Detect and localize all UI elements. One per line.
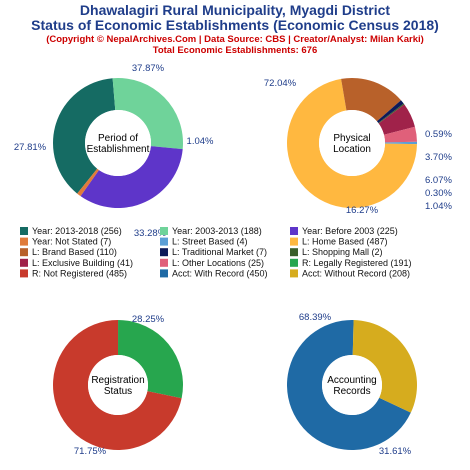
total-line: Total Economic Establishments: 676 bbox=[152, 45, 318, 56]
slice-pct-label: 6.07% bbox=[425, 175, 452, 186]
donut-hole bbox=[88, 355, 148, 415]
legend-swatch bbox=[20, 248, 28, 257]
donut-center-label: Location bbox=[333, 144, 371, 155]
legend-swatch bbox=[20, 258, 28, 267]
legend-swatch bbox=[290, 237, 298, 246]
slice-pct-label: 16.27% bbox=[346, 205, 379, 216]
legend-swatch bbox=[160, 269, 168, 278]
legend-swatch bbox=[290, 258, 298, 267]
pie-slice bbox=[52, 320, 182, 451]
slice-pct-label: 71.75% bbox=[74, 446, 107, 457]
legend-label: R: Legally Registered (191) bbox=[302, 258, 412, 268]
legend-swatch bbox=[20, 269, 28, 278]
slice-pct-label: 0.59% bbox=[425, 129, 452, 140]
pie-slice bbox=[287, 320, 411, 451]
legend-label: Year: Before 2003 (225) bbox=[302, 226, 398, 236]
donut-center-label: Status bbox=[104, 386, 132, 397]
slice-pct-label: 37.87% bbox=[132, 63, 165, 74]
slice-pct-label: 28.25% bbox=[132, 314, 165, 325]
legend-label: Acct: Without Record (208) bbox=[302, 268, 410, 278]
pie-slice bbox=[384, 141, 417, 145]
slice-pct-label: 27.81% bbox=[14, 142, 47, 153]
legend-label: Acct: With Record (450) bbox=[172, 268, 268, 278]
legend-label: Year: 2003-2013 (188) bbox=[172, 226, 262, 236]
pie-slice bbox=[376, 100, 404, 123]
slice-pct-label: 68.39% bbox=[299, 312, 332, 323]
legend-label: Year: Not Stated (7) bbox=[32, 237, 111, 247]
donut-center-label: Registration bbox=[91, 375, 144, 386]
slice-pct-label: 1.04% bbox=[187, 136, 214, 147]
pie-slice bbox=[352, 320, 417, 413]
legend-swatch bbox=[20, 227, 28, 235]
legend-swatch bbox=[160, 248, 168, 257]
pie-slice bbox=[341, 78, 401, 122]
legend-swatch bbox=[290, 269, 298, 278]
pie-slice bbox=[383, 126, 417, 143]
donut-center-label: Establishment bbox=[87, 144, 150, 155]
pie-slice bbox=[80, 146, 183, 208]
slice-pct-label: 72.04% bbox=[264, 78, 297, 89]
pie-slice bbox=[378, 104, 415, 135]
legend-label: L: Street Based (4) bbox=[172, 237, 248, 247]
donut-hole bbox=[319, 110, 385, 176]
legend-swatch bbox=[160, 237, 168, 246]
legend-label: Year: 2013-2018 (256) bbox=[32, 226, 122, 236]
donut-center-label: Physical bbox=[333, 133, 370, 144]
legend-label: L: Shopping Mall (2) bbox=[302, 247, 383, 257]
legend-swatch bbox=[160, 227, 168, 235]
slice-pct-label: 0.30% bbox=[425, 188, 452, 199]
copyright-line: (Copyright © NepalArchives.Com | Data So… bbox=[46, 34, 424, 45]
chart-title-line2: Status of Economic Establishments (Econo… bbox=[31, 17, 439, 33]
donut-center-label: Period of bbox=[98, 133, 138, 144]
legend-label: L: Other Locations (25) bbox=[172, 258, 264, 268]
chart-title-line1: Dhawalagiri Rural Municipality, Myagdi D… bbox=[79, 2, 391, 18]
pie-slice bbox=[53, 78, 116, 194]
legend-swatch bbox=[290, 248, 298, 257]
legend-label: L: Brand Based (110) bbox=[32, 247, 117, 257]
legend-swatch bbox=[160, 258, 168, 267]
legend-label: L: Home Based (487) bbox=[302, 237, 388, 247]
pie-slice bbox=[112, 77, 183, 150]
slice-pct-label: 33.28% bbox=[134, 228, 167, 239]
legend-label: R: Not Registered (485) bbox=[32, 268, 127, 278]
donut-center-label: Records bbox=[333, 386, 370, 397]
donut-hole bbox=[85, 110, 151, 176]
slice-pct-label: 1.04% bbox=[425, 201, 452, 212]
legend-label: L: Traditional Market (7) bbox=[172, 247, 267, 257]
legend-swatch bbox=[20, 237, 28, 246]
donut-center-label: Accounting bbox=[327, 375, 376, 386]
pie-slice bbox=[118, 320, 183, 399]
pie-slice bbox=[378, 103, 405, 124]
legend-label: L: Exclusive Building (41) bbox=[32, 258, 133, 268]
slice-pct-label: 3.70% bbox=[425, 152, 452, 163]
pie-slice bbox=[287, 78, 417, 208]
legend-swatch bbox=[290, 227, 298, 235]
donut-hole bbox=[322, 355, 382, 415]
pie-slice bbox=[77, 168, 99, 197]
slice-pct-label: 31.61% bbox=[379, 446, 412, 457]
